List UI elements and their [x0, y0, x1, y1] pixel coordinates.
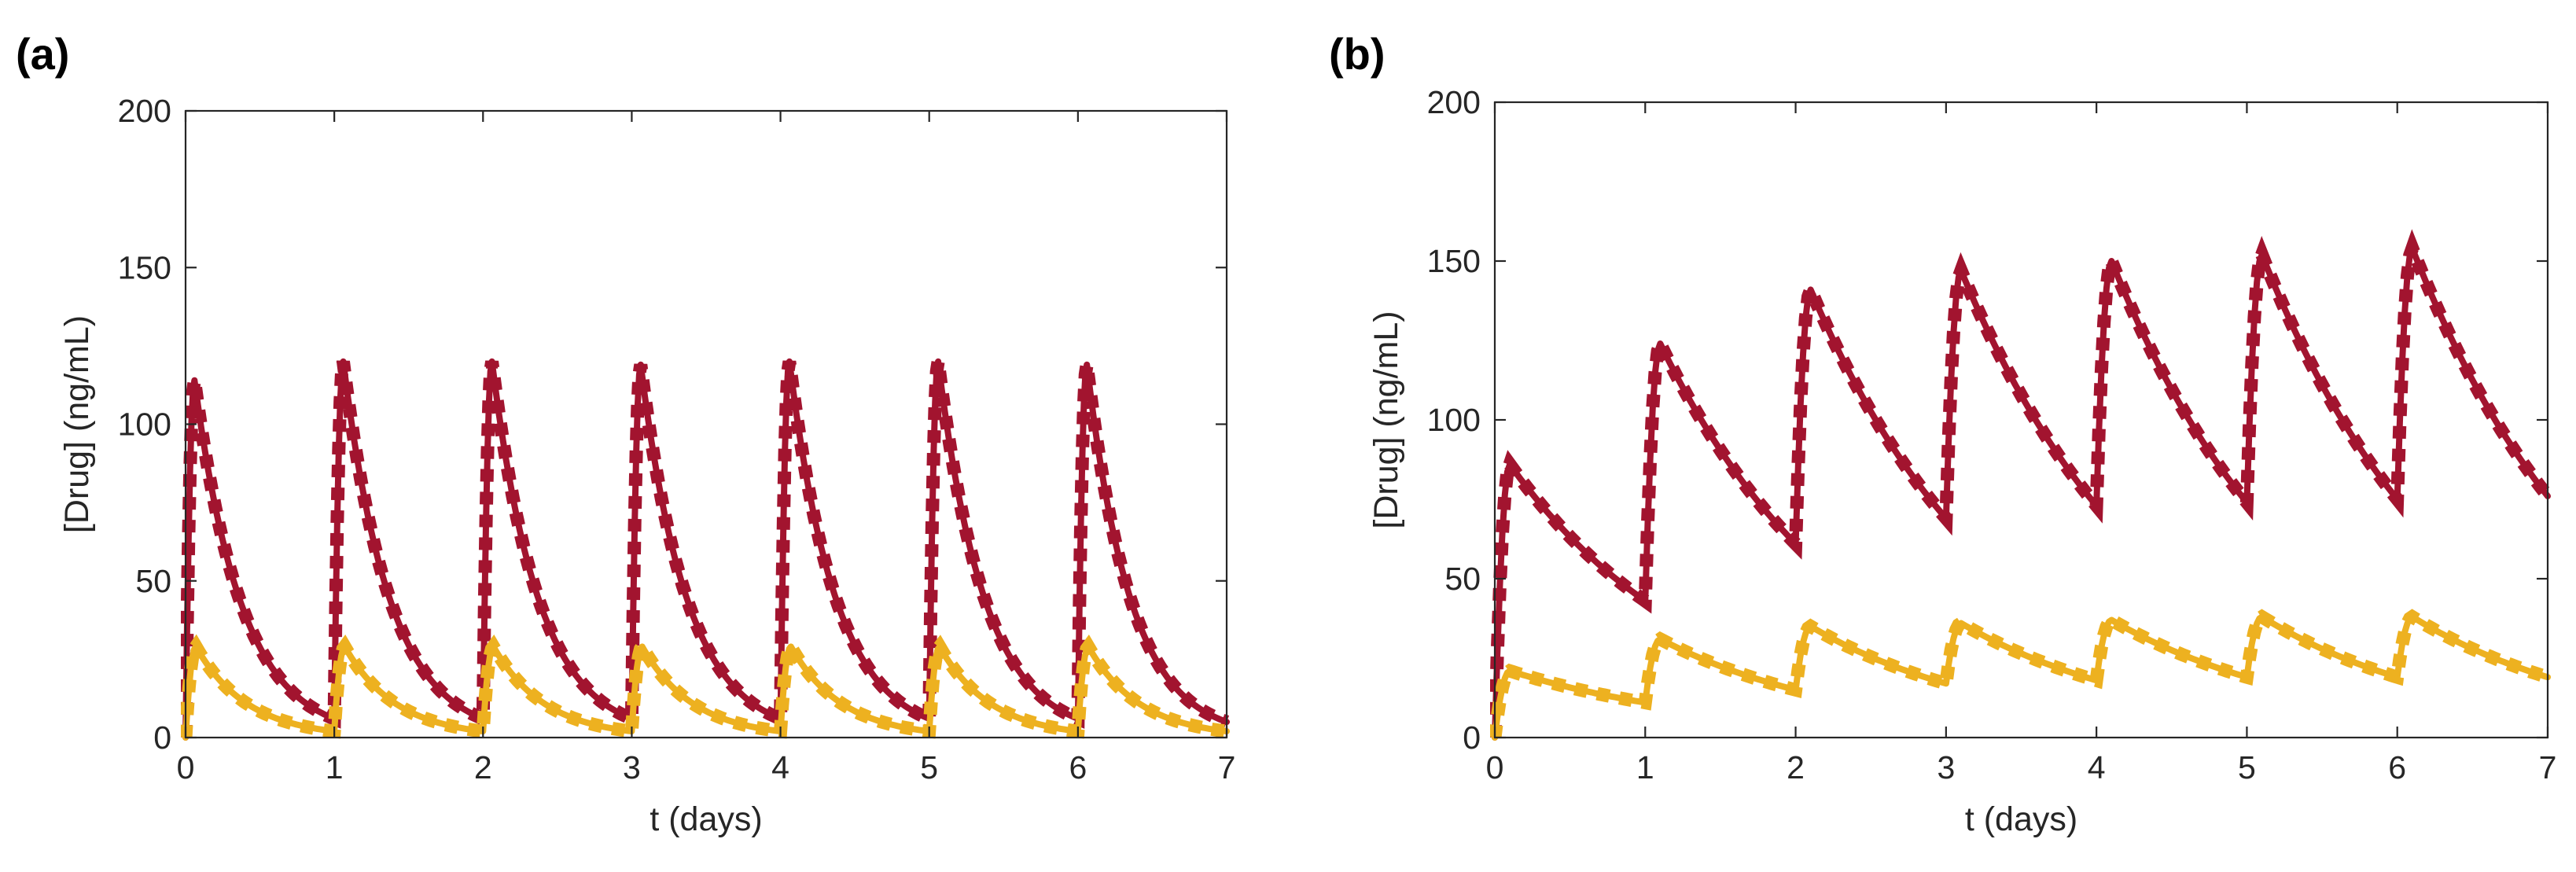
- x-tick-label: 6: [2388, 749, 2406, 786]
- x-tick-label: 5: [2238, 749, 2256, 786]
- series-group: [181, 358, 1230, 741]
- series-dashed-high-dose: [1490, 229, 2552, 738]
- chart-panel-b: (b) 0 1 2 3 4 5 6 7 0 50 100 150 200 t (days) [Drug] (n…: [1329, 29, 2556, 838]
- y-tick-label: 0: [153, 719, 171, 756]
- x-tick-label: 3: [623, 749, 641, 786]
- x-tick-label: 0: [1486, 749, 1504, 786]
- x-tick-label: 3: [1937, 749, 1955, 786]
- series-group: [1490, 229, 2552, 741]
- x-tick-label: 1: [1636, 749, 1654, 786]
- y-tick-label: 100: [118, 407, 171, 443]
- y-tick-label: 100: [1427, 402, 1481, 438]
- x-tick-label: 6: [1069, 749, 1087, 786]
- y-tick-label: 200: [1427, 84, 1481, 120]
- x-tick-label: 4: [771, 749, 789, 786]
- y-tick-label: 50: [135, 563, 171, 599]
- panel-label: (b): [1329, 29, 1386, 79]
- y-axis-label: [Drug] (ng/mL): [1367, 311, 1405, 528]
- x-tick-label: 2: [1787, 749, 1805, 786]
- series-line-high-dose: [182, 358, 1230, 741]
- chart-panel-a: (a) 0 1 2 3 4 5 6 7 0 50 100 150 200 t (days) [Drug] (n…: [16, 29, 1235, 838]
- series-dashed-high-dose: [181, 360, 1230, 738]
- x-tick-label: 4: [2088, 749, 2106, 786]
- y-axis-label: [Drug] (ng/mL): [58, 315, 96, 533]
- x-tick-label: 2: [474, 749, 492, 786]
- x-tick-label: 1: [326, 749, 344, 786]
- panel-label: (a): [16, 29, 69, 79]
- y-tick-label: 150: [1427, 243, 1481, 279]
- x-tick-label: 5: [920, 749, 938, 786]
- y-tick-label: 200: [118, 93, 171, 129]
- x-axis-label: t (days): [650, 800, 762, 838]
- y-tick-label: 150: [118, 249, 171, 285]
- x-tick-label: 7: [1218, 749, 1236, 786]
- x-tick-label: 0: [177, 749, 195, 786]
- x-tick-label: 7: [2539, 749, 2557, 786]
- x-axis-label: t (days): [1965, 800, 2077, 838]
- y-tick-label: 0: [1463, 719, 1481, 756]
- series-dashed-low-dose: [1490, 609, 2550, 739]
- y-tick-label: 50: [1444, 561, 1481, 597]
- series-dashed-low-dose: [181, 634, 1227, 739]
